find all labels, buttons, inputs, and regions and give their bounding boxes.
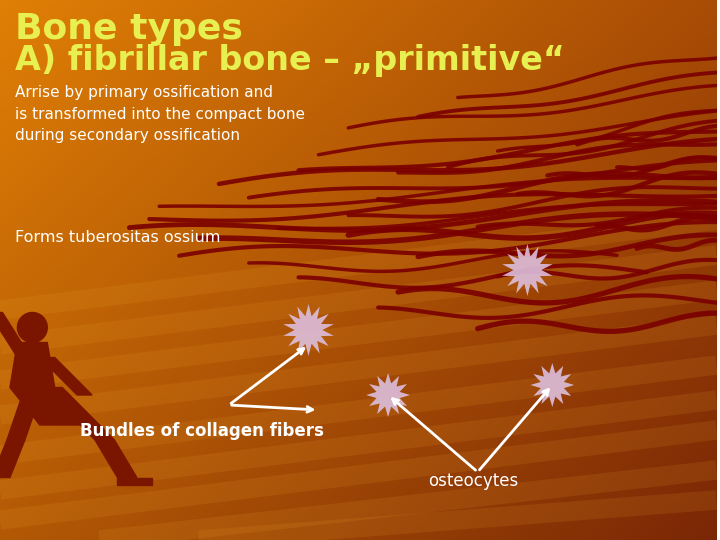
Polygon shape (531, 363, 574, 407)
Polygon shape (0, 313, 31, 357)
Polygon shape (42, 388, 114, 440)
Polygon shape (10, 342, 55, 388)
Text: osteocytes: osteocytes (428, 472, 518, 490)
Polygon shape (10, 388, 84, 425)
Polygon shape (7, 388, 42, 440)
Text: A) fibrillar bone – „primitive“: A) fibrillar bone – „primitive“ (15, 44, 564, 77)
Text: Bone types: Bone types (15, 12, 243, 46)
Polygon shape (502, 244, 553, 296)
Circle shape (17, 313, 48, 342)
Polygon shape (366, 373, 410, 417)
Text: Bundles of collagen fibers: Bundles of collagen fibers (80, 422, 323, 440)
Polygon shape (283, 304, 333, 356)
Polygon shape (0, 440, 25, 477)
Polygon shape (40, 357, 92, 395)
Polygon shape (95, 440, 137, 477)
Text: Arrise by primary ossification and
is transformed into the compact bone
during s: Arrise by primary ossification and is tr… (15, 85, 305, 143)
Text: Forms tuberositas ossium: Forms tuberositas ossium (15, 230, 220, 245)
Polygon shape (117, 477, 152, 485)
